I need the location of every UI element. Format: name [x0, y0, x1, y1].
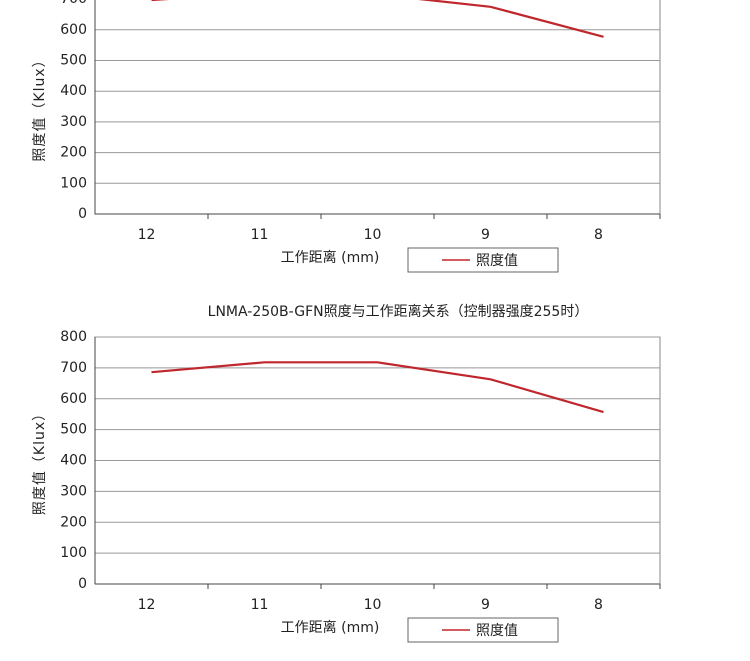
x-tick-label: 8 — [594, 597, 603, 613]
series-line — [151, 361, 604, 414]
y-tick-label: 700 — [60, 360, 87, 376]
y-tick-label: 500 — [60, 422, 87, 438]
y-tick-label: 600 — [60, 391, 87, 407]
y-tick-label: 400 — [60, 83, 87, 99]
x-tick-label: 11 — [251, 227, 269, 243]
y-tick-label: 600 — [60, 22, 87, 38]
x-axis-label: 工作距离 (mm) — [281, 619, 380, 636]
x-tick-label: 10 — [364, 227, 382, 243]
x-tick-label: 11 — [251, 597, 269, 613]
y-tick-label: 300 — [60, 114, 87, 130]
legend-box — [407, 247, 559, 273]
y-tick-label: 200 — [60, 514, 87, 530]
x-tick-label: 12 — [138, 227, 156, 243]
x-tick-label: 8 — [594, 227, 603, 243]
legend-box — [407, 617, 559, 643]
y-tick-label: 100 — [60, 545, 87, 561]
y-tick-label: 0 — [78, 206, 87, 222]
y-tick-label: 100 — [60, 175, 87, 191]
y-tick-label: 200 — [60, 145, 87, 161]
x-tick-label: 9 — [481, 227, 490, 243]
legend-label: 照度值 — [476, 253, 518, 269]
x-tick-label: 10 — [364, 597, 382, 613]
y-tick-label: 400 — [60, 453, 87, 469]
y-tick-label: 0 — [78, 576, 87, 592]
x-axis-label: 工作距离 (mm) — [281, 249, 380, 266]
y-axis-label: 照度值（Klux） — [32, 406, 48, 515]
x-tick-label: 12 — [138, 597, 156, 613]
x-tick-label: 9 — [481, 597, 490, 613]
y-axis-label: 照度值（Klux） — [32, 52, 48, 161]
y-tick-label: 700 — [60, 0, 87, 7]
y-tick-label: 500 — [60, 53, 87, 69]
legend-label: 照度值 — [476, 623, 518, 639]
chart-title: LNMA-250B-GFN照度与工作距离关系（控制器强度255时） — [208, 303, 589, 320]
y-tick-label: 300 — [60, 483, 87, 499]
y-tick-label: 800 — [60, 329, 87, 345]
plot-area — [94, 0, 661, 215]
series-line — [151, 0, 604, 38]
